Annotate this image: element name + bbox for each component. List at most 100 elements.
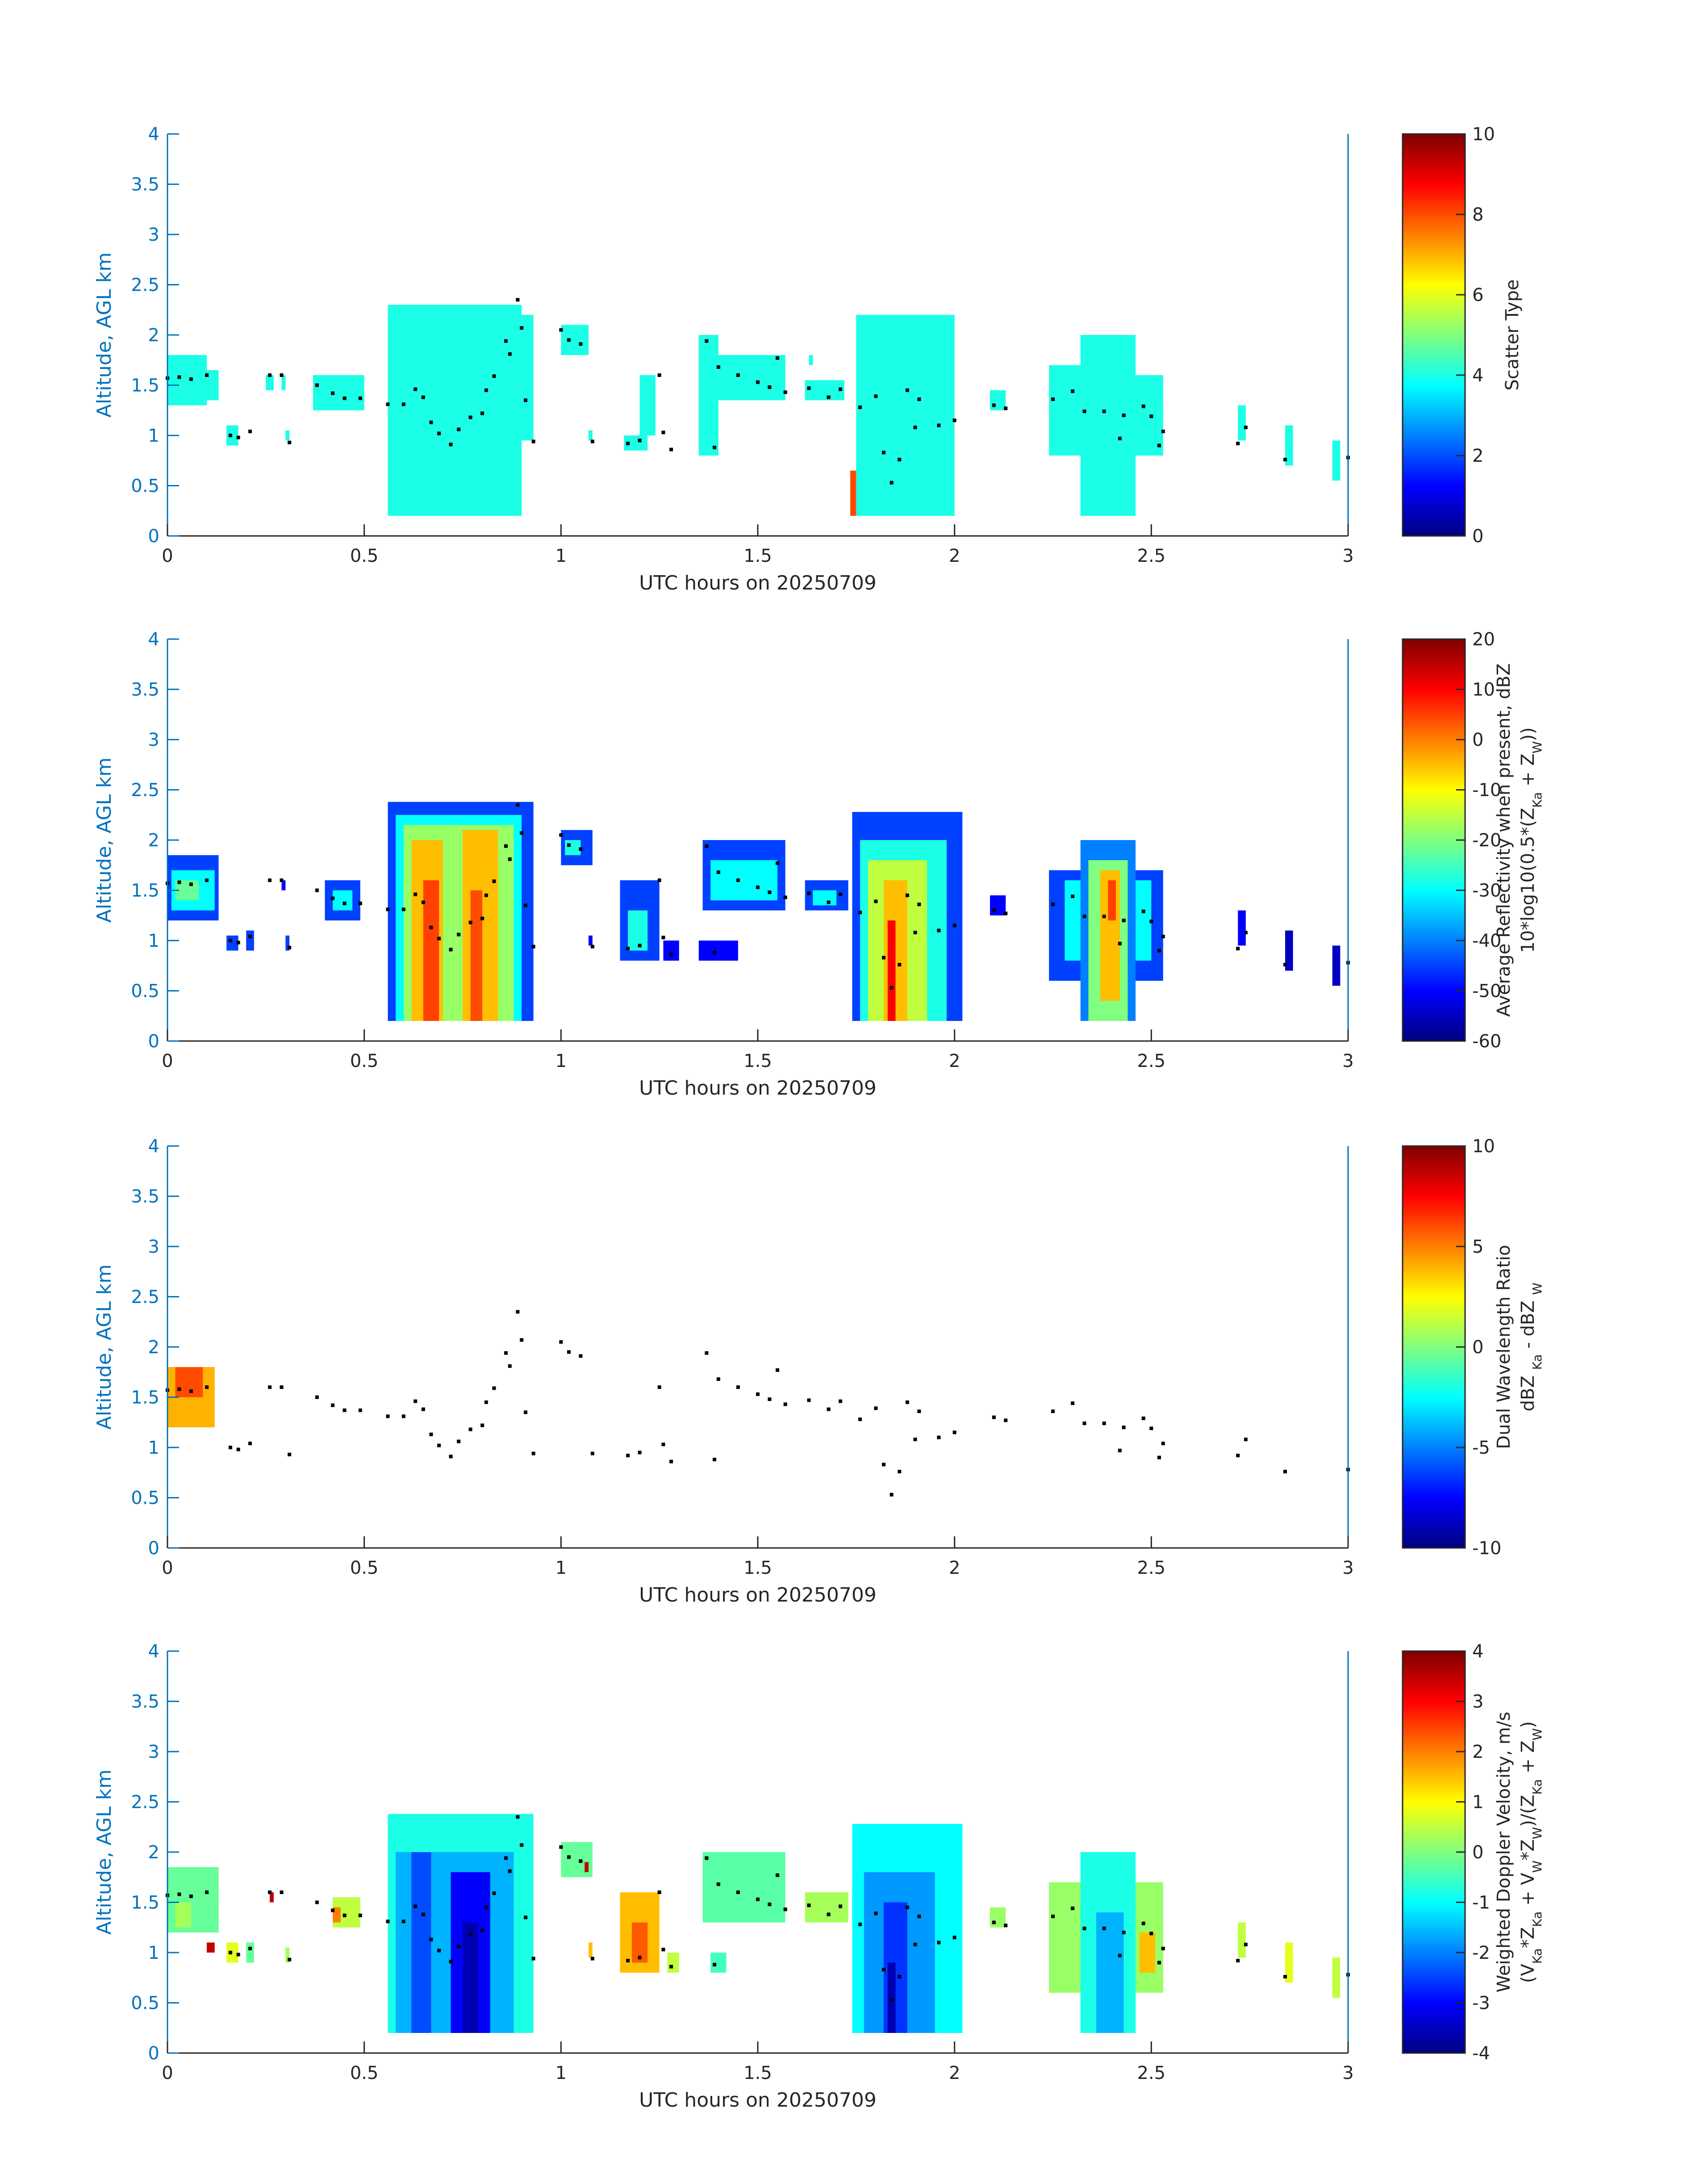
point <box>1102 1927 1106 1930</box>
colorbar-swatch <box>1403 2031 1465 2035</box>
colorbar-swatch <box>1403 2046 1465 2050</box>
heat-cell <box>710 860 778 900</box>
colorbar-swatch <box>1403 391 1465 395</box>
colorbar-swatch <box>1403 2012 1465 2016</box>
point <box>1157 443 1161 448</box>
colorbar-swatch <box>1403 1953 1465 1957</box>
point <box>229 434 233 437</box>
point <box>913 931 917 934</box>
colorbar-swatch <box>1403 1745 1465 1749</box>
colorbar-swatch <box>1403 2006 1465 2010</box>
colorbar-swatch <box>1403 836 1465 841</box>
colorbar-swatch <box>1403 1764 1465 1768</box>
colorbar-swatch <box>1403 1711 1465 1715</box>
y-tick-label: 2.5 <box>131 1287 159 1308</box>
colorbar-swatch <box>1403 1795 1465 1799</box>
colorbar-swatch <box>1403 366 1465 370</box>
colorbar-swatch <box>1403 1034 1465 1038</box>
heat-cell <box>207 370 219 401</box>
point <box>1236 1959 1240 1962</box>
heat-cell <box>1139 1932 1156 1973</box>
colorbar-swatch <box>1403 924 1465 928</box>
point <box>559 1845 563 1849</box>
colorbar-swatch <box>1403 1789 1465 1793</box>
heat-cell <box>281 375 286 390</box>
colorbar-swatch <box>1403 1962 1465 1966</box>
heat-cell <box>333 1907 341 1923</box>
colorbar-swatch <box>1403 1761 1465 1765</box>
colorbar-swatch <box>1403 1896 1465 1900</box>
colorbar-swatch <box>1403 203 1465 207</box>
colorbar-swatch <box>1403 1184 1465 1188</box>
colorbar-swatch <box>1403 790 1465 794</box>
point <box>1051 1915 1055 1918</box>
colorbar-swatch <box>1403 648 1465 652</box>
heat-cell <box>226 935 238 951</box>
colorbar-swatch <box>1403 1949 1465 1953</box>
colorbar-swatch <box>1403 464 1465 468</box>
colorbar-swatch <box>1403 899 1465 903</box>
colorbar-swatch <box>1403 827 1465 831</box>
colorbar-swatch <box>1403 849 1465 853</box>
point <box>177 880 181 884</box>
colorbar-tick-label: 10 <box>1472 680 1495 700</box>
point <box>827 395 831 399</box>
colorbar-label-part: + Z <box>1518 1740 1538 1779</box>
colorbar-swatch <box>1403 833 1465 837</box>
colorbar-swatch <box>1403 1535 1465 1539</box>
colorbar-swatch <box>1403 146 1465 151</box>
colorbar-swatch <box>1403 705 1465 709</box>
colorbar-swatch <box>1403 1798 1465 1803</box>
colorbar-swatch <box>1403 422 1465 427</box>
heat-cell <box>589 1942 593 1958</box>
point <box>205 878 209 882</box>
colorbar-swatch <box>1403 1356 1465 1360</box>
colorbar-swatch <box>1403 1312 1465 1316</box>
colorbar-frame <box>1402 133 1466 537</box>
y-tick-label: 3 <box>148 1742 159 1762</box>
point <box>516 1310 520 1314</box>
point <box>268 878 272 882</box>
colorbar-label-part: Ka <box>1530 1354 1545 1370</box>
colorbar-swatch <box>1403 190 1465 194</box>
point <box>449 1960 453 1964</box>
colorbar-label-part: )/(Z <box>1518 1795 1538 1827</box>
colorbar-swatch <box>1403 331 1465 335</box>
point <box>783 1402 787 1406</box>
colorbar-swatch <box>1403 1322 1465 1326</box>
point <box>626 947 630 950</box>
colorbar-swatch <box>1403 708 1465 712</box>
colorbar-swatch <box>1403 1012 1465 1016</box>
colorbar-swatch <box>1403 1654 1465 1658</box>
colorbar-swatch <box>1403 297 1465 301</box>
point <box>1082 410 1086 413</box>
colorbar-swatch <box>1403 1899 1465 1903</box>
colorbar-swatch <box>1403 1199 1465 1203</box>
colorbar-swatch <box>1403 275 1465 279</box>
colorbar-swatch <box>1403 969 1465 973</box>
point <box>905 1905 909 1909</box>
colorbar-swatch <box>1403 413 1465 417</box>
colorbar-swatch <box>1403 893 1465 897</box>
colorbar-swatch <box>1403 1444 1465 1448</box>
y-tick-label: 3.5 <box>131 1187 159 1207</box>
colorbar-swatch <box>1403 322 1465 326</box>
colorbar-swatch <box>1403 1802 1465 1806</box>
y-tick-label: 2 <box>148 325 159 346</box>
point <box>205 373 209 377</box>
colorbar-swatch <box>1403 2015 1465 2019</box>
heat-cell <box>639 375 656 435</box>
colorbar-swatch <box>1403 1457 1465 1461</box>
colorbar-swatch <box>1403 1968 1465 1972</box>
colorbar-swatch <box>1403 1466 1465 1470</box>
colorbar-label-part: W <box>1530 1728 1545 1740</box>
point <box>468 920 472 924</box>
heat-cell <box>285 430 290 441</box>
heat-cell <box>470 890 483 1021</box>
colorbar-swatch <box>1403 1996 1465 2000</box>
point <box>177 1387 181 1391</box>
point <box>1149 1426 1153 1430</box>
point <box>567 1350 571 1354</box>
colorbar-swatch <box>1403 677 1465 681</box>
colorbar-swatch <box>1403 1454 1465 1458</box>
